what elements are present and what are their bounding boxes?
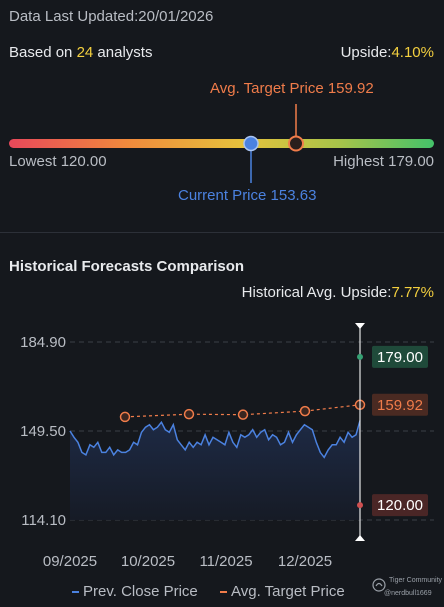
analyst-prefix: Based on: [9, 44, 77, 61]
current-price-label: Current Price 153.63: [178, 187, 317, 204]
target-point[interactable]: [299, 405, 311, 417]
x-tick-label: 11/2025: [199, 553, 252, 570]
legend-target-swatch: [220, 591, 227, 594]
target-point[interactable]: [183, 408, 195, 420]
updated-value: 20/01/2026: [138, 8, 214, 25]
x-tick-label: 10/2025: [121, 553, 175, 570]
data-updated-line: Data Last Updated:20/01/2026: [9, 8, 213, 25]
upside-line: Upside:4.10%: [341, 44, 434, 61]
avg-target-tag-bg: [372, 393, 428, 416]
legend-price-label: Prev. Close Price: [83, 583, 198, 600]
analyst-suffix: analysts: [93, 44, 153, 61]
range-bar: [9, 139, 434, 148]
avg-target-label: Avg. Target Price 159.92: [210, 80, 374, 97]
high-target-dot: [357, 353, 363, 360]
highest-label: Highest 179.00: [333, 153, 434, 170]
high-target-tag-bg: [372, 345, 428, 368]
historical-upside-value: 7.77%: [391, 284, 434, 301]
legend-target[interactable]: Avg. Target Price: [220, 583, 345, 600]
target-point[interactable]: [237, 409, 249, 420]
section-divider: [0, 232, 444, 233]
watermark-user: @nerdbull1669: [384, 590, 432, 597]
upside-value: 4.10%: [391, 44, 434, 61]
target-point[interactable]: [119, 411, 131, 423]
upside-label: Upside:: [340, 44, 392, 61]
watermark-brand: Tiger Community: [389, 577, 443, 584]
crosshair-top-handle[interactable]: [355, 323, 365, 329]
low-target-dot: [357, 502, 363, 509]
historical-upside-line: Historical Avg. Upside:7.77%: [242, 284, 434, 301]
x-tick-label: 12/2025: [278, 553, 332, 570]
current-price-marker: [243, 135, 259, 152]
analyst-count: 24: [76, 44, 94, 61]
tiger-logo-icon: [372, 578, 386, 592]
legend-target-label: Avg. Target Price: [231, 583, 345, 600]
price-series-line: [69, 420, 361, 459]
low-target-tag-bg: [372, 494, 428, 517]
legend-price-swatch: [72, 591, 79, 594]
updated-label: Data Last Updated:: [9, 8, 139, 25]
high-target-tag: 179.00: [377, 349, 423, 366]
crosshair-bottom-handle[interactable]: [355, 535, 365, 541]
target-series-line: [124, 404, 361, 418]
price-range-gauge: [9, 104, 434, 183]
x-tick-label: 09/2025: [43, 553, 97, 570]
y-tick-label: 184.90: [20, 334, 66, 351]
avg-target-tag: 159.92: [377, 397, 423, 414]
y-tick-label: 114.10: [21, 512, 66, 529]
legend-price[interactable]: Prev. Close Price: [72, 583, 198, 600]
historical-upside-label: Historical Avg. Upside:: [241, 284, 392, 301]
y-tick-label: 149.50: [20, 423, 66, 440]
price-area: [70, 420, 360, 520]
low-target-tag: 120.00: [377, 497, 423, 514]
historical-title: Historical Forecasts Comparison: [9, 258, 245, 275]
lowest-label: Lowest 120.00: [9, 153, 107, 170]
avg-target-marker: [288, 135, 304, 152]
analyst-count-line: Based on 24 analysts: [9, 44, 152, 61]
historical-forecast-chart[interactable]: 179.00 159.92 120.00 184.90 149.50 114.10 09…: [0, 320, 444, 607]
